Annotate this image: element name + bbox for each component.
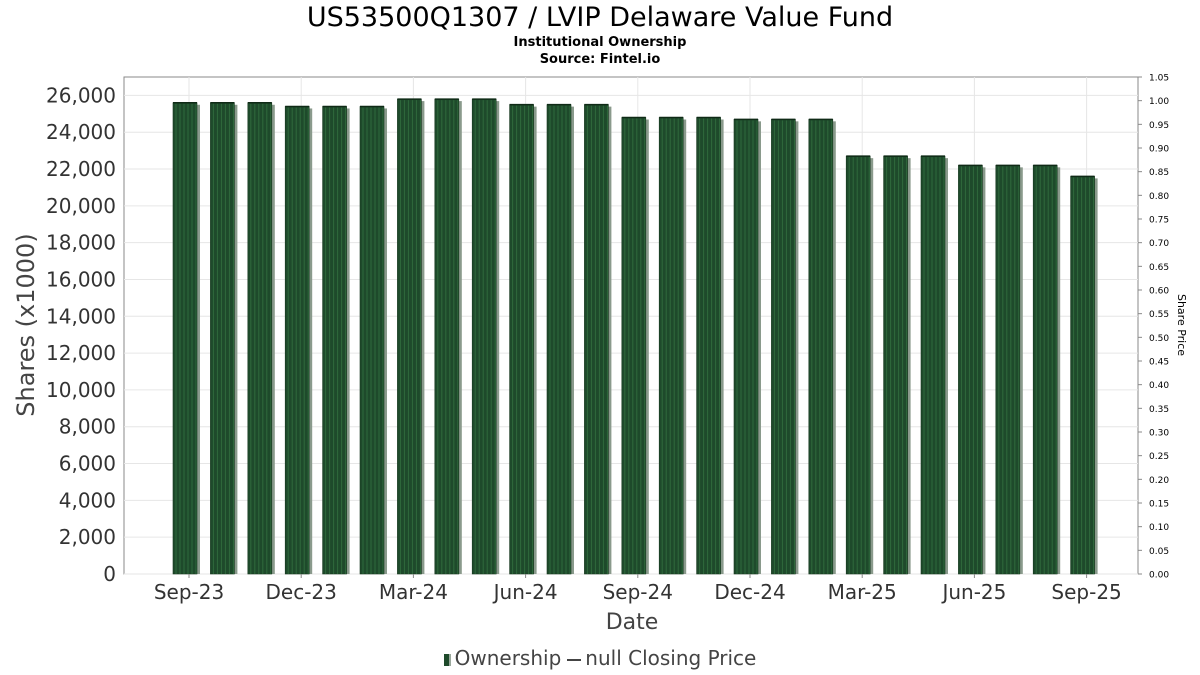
- y-tick-label: 22,000: [46, 157, 116, 181]
- y2-tick-label: 0.65: [1149, 263, 1169, 273]
- y2-axis-title: Share Price: [1175, 294, 1188, 356]
- x-tick-label: Mar-24: [379, 580, 448, 604]
- ownership-bar: [584, 104, 609, 575]
- y2-tick-label: 0.25: [1149, 452, 1169, 462]
- x-tick-label: Dec-24: [714, 580, 785, 604]
- y-tick-label: 10,000: [46, 378, 116, 402]
- ownership-bar: [546, 104, 572, 575]
- x-tick-label: Mar-25: [828, 580, 897, 604]
- y2-tick-label: 0.55: [1149, 310, 1169, 320]
- y2-tick-label: 0.40: [1149, 381, 1169, 391]
- y2-tick-label: 0.50: [1149, 334, 1169, 344]
- ownership-bar: [771, 119, 796, 575]
- y-tick-label: 18,000: [46, 231, 116, 255]
- y2-tick-label: 0.10: [1149, 523, 1169, 533]
- y-tick-label: 20,000: [46, 194, 116, 218]
- ownership-bar: [733, 119, 759, 575]
- y2-tick-label: 1.00: [1149, 97, 1169, 107]
- ownership-bar: [210, 102, 235, 575]
- ownership-bar: [397, 98, 422, 575]
- ownership-bar: [172, 102, 198, 575]
- y-tick-label: 4,000: [59, 488, 116, 512]
- ownership-bar: [621, 117, 647, 575]
- ownership-bar: [1070, 176, 1095, 575]
- y2-tick-label: 0.95: [1149, 121, 1169, 131]
- ownership-bar: [322, 106, 347, 575]
- x-tick-label: Dec-23: [266, 580, 337, 604]
- y-tick-label: 2,000: [59, 525, 116, 549]
- y2-tick-label: 0.90: [1149, 145, 1169, 155]
- y2-tick-label: 0.20: [1149, 476, 1169, 486]
- x-tick-label: Sep-25: [1051, 580, 1121, 604]
- ownership-bar: [247, 102, 273, 575]
- y2-tick-label: 0.00: [1149, 571, 1169, 581]
- ownership-legend-swatch: [443, 653, 451, 666]
- y-tick-label: 14,000: [46, 304, 116, 328]
- y-tick-label: 26,000: [46, 83, 116, 107]
- y-tick-label: 12,000: [46, 341, 116, 365]
- y-axis-title: Shares (x1000): [12, 233, 40, 416]
- ownership-bar: [696, 117, 721, 575]
- chart-subtitle: Institutional Ownership: [513, 35, 687, 50]
- chart-title: US53500Q1307 / LVIP Delaware Value Fund: [306, 2, 894, 33]
- ownership-bar: [808, 119, 834, 575]
- ownership-bar: [359, 106, 385, 575]
- ownership-bar: [845, 155, 871, 575]
- y2-tick-label: 0.80: [1149, 192, 1169, 202]
- legend-price: null Closing Price: [585, 646, 757, 670]
- x-tick-label: Sep-23: [154, 580, 224, 604]
- ownership-bar: [958, 165, 983, 575]
- y2-tick-label: 0.70: [1149, 239, 1169, 249]
- y-tick-label: 8,000: [59, 415, 116, 439]
- y-tick-label: 0: [103, 562, 116, 586]
- ownership-bar: [883, 155, 908, 575]
- ownership-bar: [658, 117, 684, 575]
- y-tick-label: 24,000: [46, 120, 116, 144]
- ownership-bar: [920, 155, 946, 575]
- ownership-bar: [284, 106, 310, 575]
- chart-source: Source: Fintel.io: [539, 52, 661, 67]
- ownership-bar: [434, 98, 460, 575]
- x-axis-title: Date: [606, 610, 659, 635]
- x-tick-label: Jun-24: [492, 580, 558, 604]
- y2-tick-label: 0.75: [1149, 216, 1169, 226]
- ownership-bar: [509, 104, 534, 575]
- x-tick-label: Sep-24: [603, 580, 673, 604]
- y2-tick-label: 0.35: [1149, 405, 1169, 415]
- y2-tick-label: 0.30: [1149, 429, 1169, 439]
- y2-tick-label: 0.15: [1149, 500, 1169, 510]
- y-tick-label: 16,000: [46, 267, 116, 291]
- y2-tick-label: 0.05: [1149, 547, 1169, 557]
- price-legend-swatch: [567, 658, 582, 661]
- y2-tick-label: 1.05: [1149, 74, 1169, 84]
- legend: Ownership null Closing Price: [0, 646, 1200, 670]
- y2-tick-label: 0.85: [1149, 168, 1169, 178]
- ownership-bar: [995, 165, 1021, 575]
- y-tick-label: 6,000: [59, 452, 116, 476]
- y2-tick-label: 0.60: [1149, 287, 1169, 297]
- legend-ownership: Ownership: [454, 646, 562, 670]
- ownership-bar: [1032, 165, 1058, 575]
- x-tick-label: Jun-25: [940, 580, 1006, 604]
- ownership-bar: [471, 98, 497, 575]
- y2-tick-label: 0.45: [1149, 358, 1169, 368]
